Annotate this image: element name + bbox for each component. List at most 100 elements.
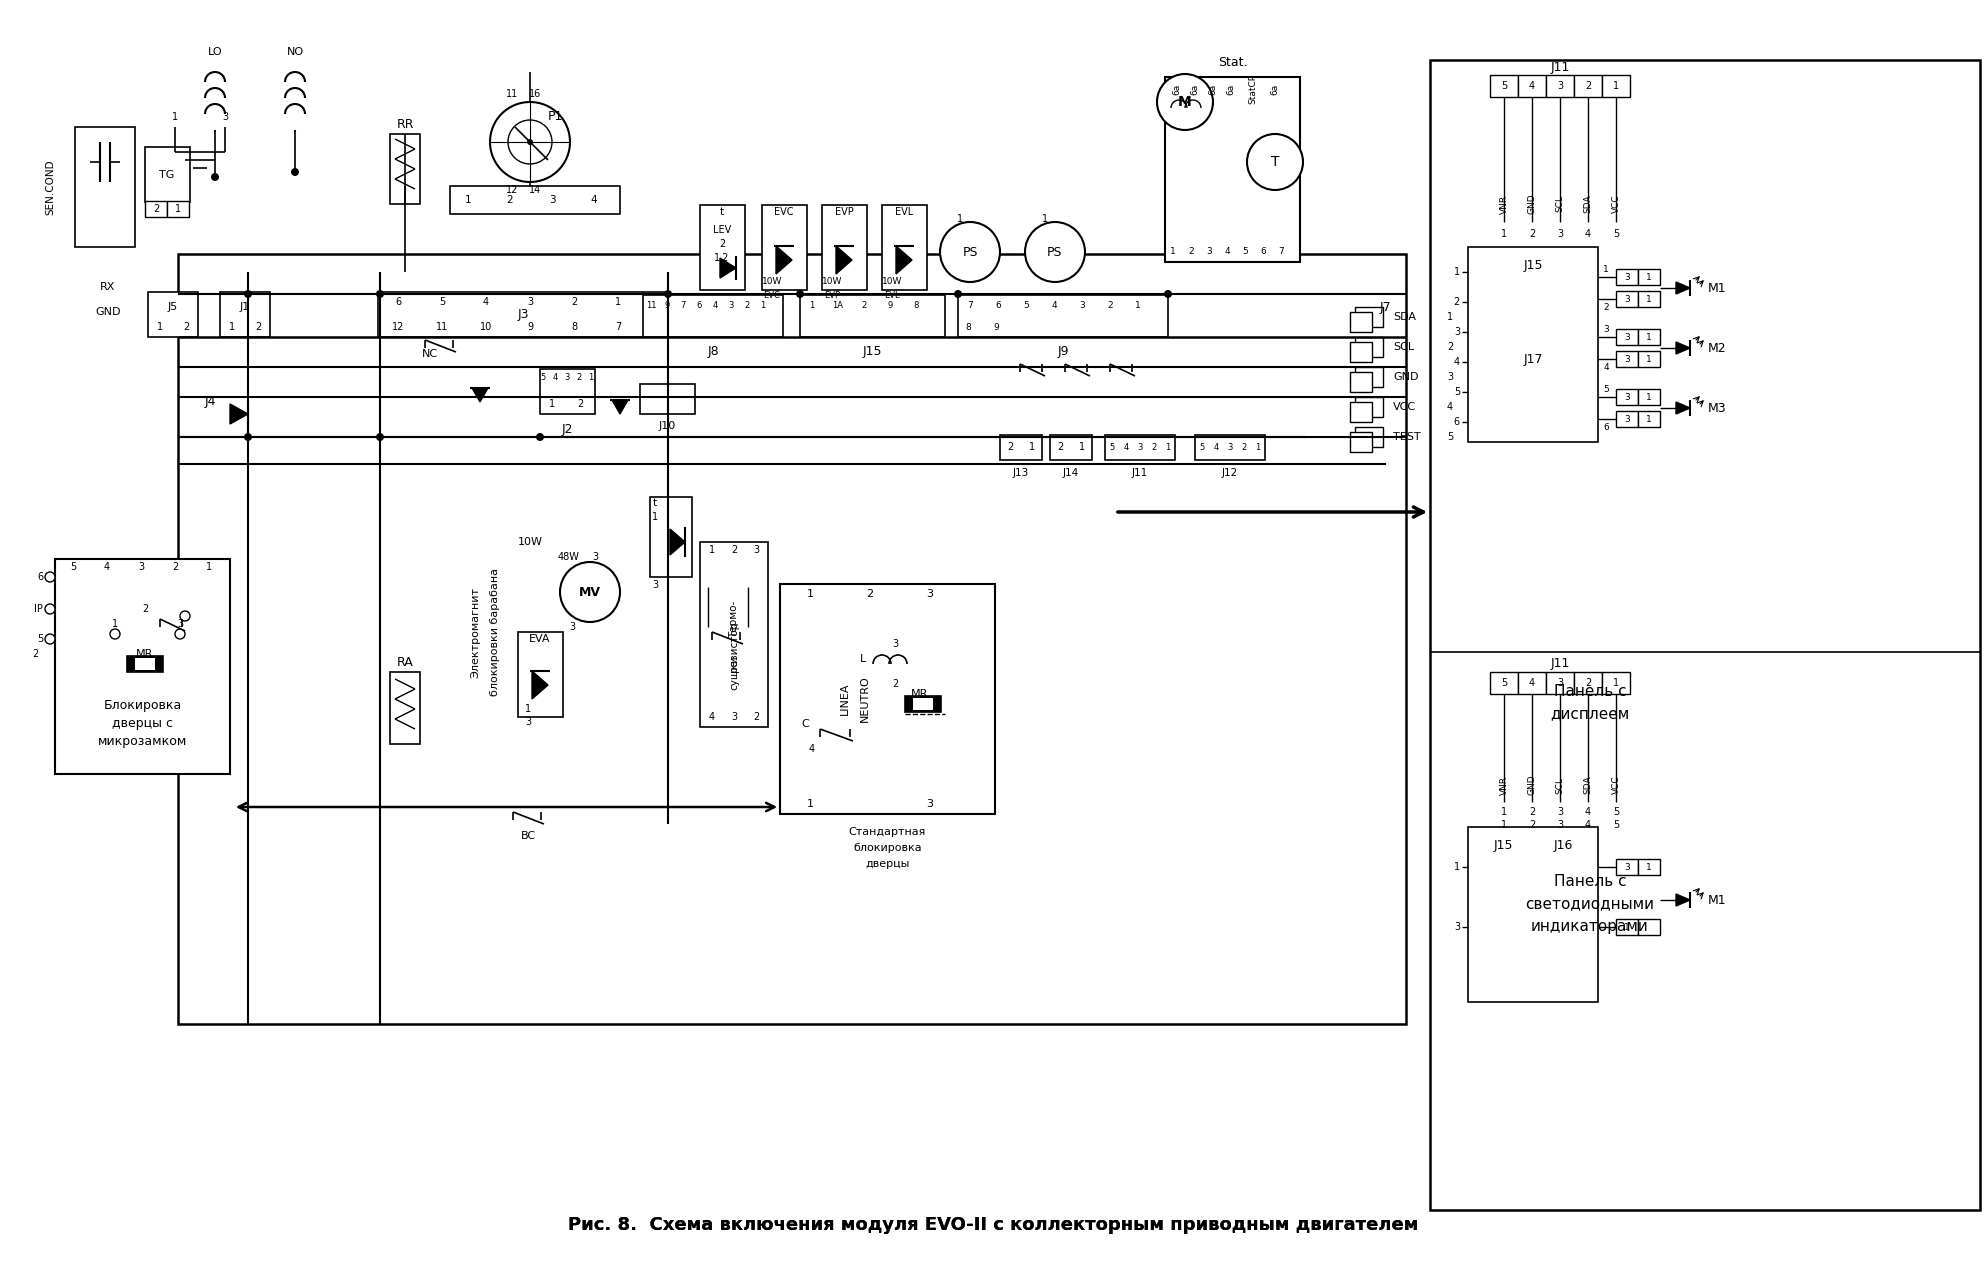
Polygon shape — [777, 245, 792, 273]
Polygon shape — [532, 672, 548, 700]
Text: 6: 6 — [38, 572, 44, 583]
Text: MV: MV — [580, 585, 602, 599]
Bar — [1638, 351, 1660, 368]
Bar — [145, 148, 191, 202]
Text: 4: 4 — [1213, 443, 1219, 452]
Text: M2: M2 — [1708, 341, 1726, 355]
Bar — [1350, 312, 1372, 332]
Circle shape — [175, 628, 185, 639]
Text: 2: 2 — [862, 300, 866, 309]
Text: 7: 7 — [616, 322, 622, 332]
Text: 2: 2 — [1529, 229, 1535, 239]
Text: Stat.: Stat. — [1217, 56, 1247, 70]
Polygon shape — [1676, 402, 1690, 413]
Text: 3: 3 — [892, 639, 898, 649]
Text: EVP: EVP — [824, 290, 840, 299]
Text: 1: 1 — [1255, 443, 1261, 452]
Text: 1: 1 — [1078, 441, 1084, 452]
Bar — [1603, 672, 1631, 695]
Bar — [699, 542, 769, 728]
Text: StatCP: StatCP — [1249, 74, 1257, 104]
Text: 4: 4 — [1448, 402, 1454, 412]
Text: 3: 3 — [568, 622, 576, 632]
Bar — [1166, 78, 1301, 262]
Circle shape — [46, 572, 56, 583]
Bar — [389, 672, 419, 744]
Text: 4: 4 — [552, 374, 558, 383]
Text: 6: 6 — [1603, 422, 1609, 431]
Text: LINEA: LINEA — [840, 683, 850, 715]
Text: J9: J9 — [1057, 346, 1068, 359]
Text: 2: 2 — [576, 399, 584, 410]
Bar — [882, 205, 927, 290]
Text: VNR: VNR — [1499, 776, 1509, 795]
Bar — [914, 698, 933, 710]
Text: 2: 2 — [1007, 441, 1013, 452]
Text: 3: 3 — [1625, 355, 1631, 364]
Text: 1: 1 — [1501, 806, 1507, 817]
Bar — [451, 186, 620, 214]
Bar — [1430, 60, 1980, 1210]
Bar — [1001, 435, 1043, 460]
Text: J1: J1 — [240, 301, 250, 312]
Text: t: t — [653, 499, 657, 508]
Text: 8: 8 — [570, 322, 578, 332]
Bar — [1638, 268, 1660, 285]
Bar — [1354, 307, 1382, 327]
Text: 9: 9 — [665, 300, 669, 309]
Text: 3: 3 — [1557, 806, 1563, 817]
Text: 1: 1 — [548, 399, 554, 410]
Text: J17: J17 — [1523, 354, 1543, 366]
Text: M3: M3 — [1708, 402, 1726, 415]
Text: 4: 4 — [1124, 443, 1128, 452]
Text: Термо-: Термо- — [729, 600, 739, 639]
Text: 1: 1 — [1613, 678, 1619, 688]
Bar — [1051, 435, 1092, 460]
Text: 3: 3 — [137, 562, 145, 572]
Text: TG: TG — [159, 170, 175, 181]
Text: 2: 2 — [753, 712, 759, 722]
Bar — [1350, 371, 1372, 392]
Polygon shape — [669, 529, 685, 555]
Text: 1: 1 — [1646, 295, 1652, 304]
Text: 2: 2 — [1603, 303, 1609, 312]
Text: VCC: VCC — [1611, 195, 1621, 214]
Text: 11: 11 — [506, 89, 518, 99]
Text: SDA: SDA — [1583, 776, 1593, 794]
Bar — [800, 295, 945, 337]
Text: 2: 2 — [866, 589, 874, 599]
Text: 4: 4 — [1223, 248, 1229, 257]
Text: GND: GND — [95, 307, 121, 317]
Text: 4: 4 — [1585, 820, 1591, 831]
Text: 3: 3 — [1138, 443, 1142, 452]
Text: SCL: SCL — [1555, 196, 1565, 212]
Text: 5: 5 — [439, 296, 445, 307]
Text: J7: J7 — [1380, 300, 1392, 313]
Text: 2: 2 — [1241, 443, 1247, 452]
Text: 10W: 10W — [822, 277, 842, 286]
Text: 2: 2 — [254, 322, 260, 332]
Bar — [699, 205, 745, 290]
Polygon shape — [230, 404, 248, 424]
Text: J14: J14 — [1063, 468, 1078, 478]
Text: t: t — [719, 207, 725, 218]
Text: EVL: EVL — [884, 290, 900, 299]
Text: 2: 2 — [719, 239, 725, 249]
Text: T: T — [1271, 155, 1279, 169]
Circle shape — [953, 290, 961, 298]
Text: 3: 3 — [927, 799, 933, 809]
Text: 1: 1 — [806, 799, 814, 809]
Bar — [1354, 337, 1382, 357]
Bar — [127, 656, 163, 672]
Text: 2: 2 — [1585, 81, 1591, 92]
Text: 6a: 6a — [1271, 84, 1279, 94]
Polygon shape — [612, 399, 628, 413]
Text: 2: 2 — [506, 195, 512, 205]
Text: 3: 3 — [731, 712, 737, 722]
Circle shape — [244, 290, 252, 298]
Text: J11: J11 — [1551, 658, 1569, 670]
Text: 3: 3 — [1557, 81, 1563, 92]
Bar — [1575, 75, 1603, 97]
Bar — [1350, 402, 1372, 422]
Text: 3: 3 — [1227, 443, 1233, 452]
